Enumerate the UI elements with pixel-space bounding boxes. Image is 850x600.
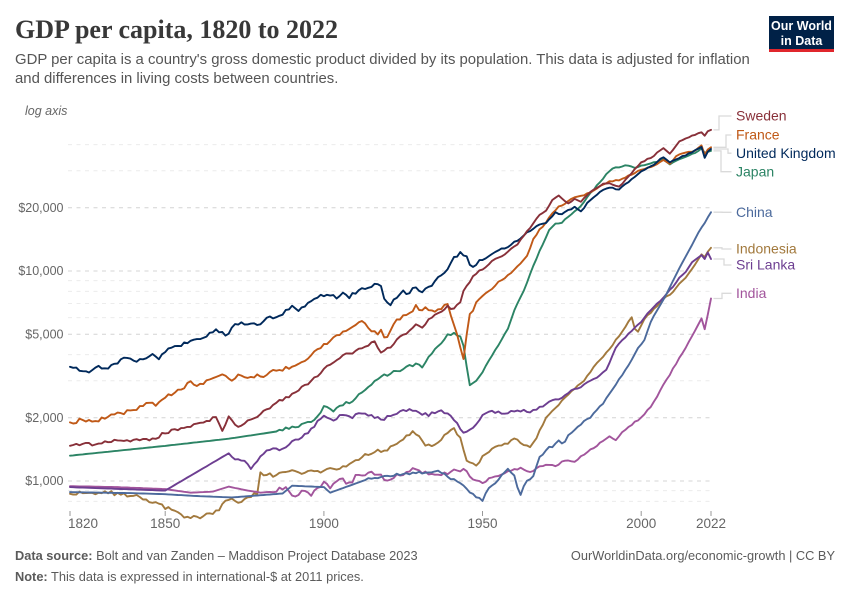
svg-text:2000: 2000 xyxy=(626,516,656,531)
svg-text:1820: 1820 xyxy=(68,516,98,531)
svg-text:Sri Lanka: Sri Lanka xyxy=(736,257,795,273)
svg-text:1950: 1950 xyxy=(467,516,497,531)
svg-text:France: France xyxy=(736,127,780,143)
svg-text:China: China xyxy=(736,204,773,220)
svg-text:United Kingdom: United Kingdom xyxy=(736,145,836,161)
svg-text:$1,000: $1,000 xyxy=(25,474,63,488)
svg-text:Japan: Japan xyxy=(736,163,774,179)
svg-text:1900: 1900 xyxy=(309,516,339,531)
svg-text:$2,000: $2,000 xyxy=(25,411,63,425)
svg-text:$20,000: $20,000 xyxy=(18,201,63,215)
svg-text:Sweden: Sweden xyxy=(736,108,787,124)
svg-text:2022: 2022 xyxy=(696,516,726,531)
svg-text:$10,000: $10,000 xyxy=(18,264,63,278)
svg-text:India: India xyxy=(736,285,767,301)
svg-text:1850: 1850 xyxy=(150,516,180,531)
svg-text:Indonesia: Indonesia xyxy=(736,241,797,257)
svg-text:$5,000: $5,000 xyxy=(25,327,63,341)
